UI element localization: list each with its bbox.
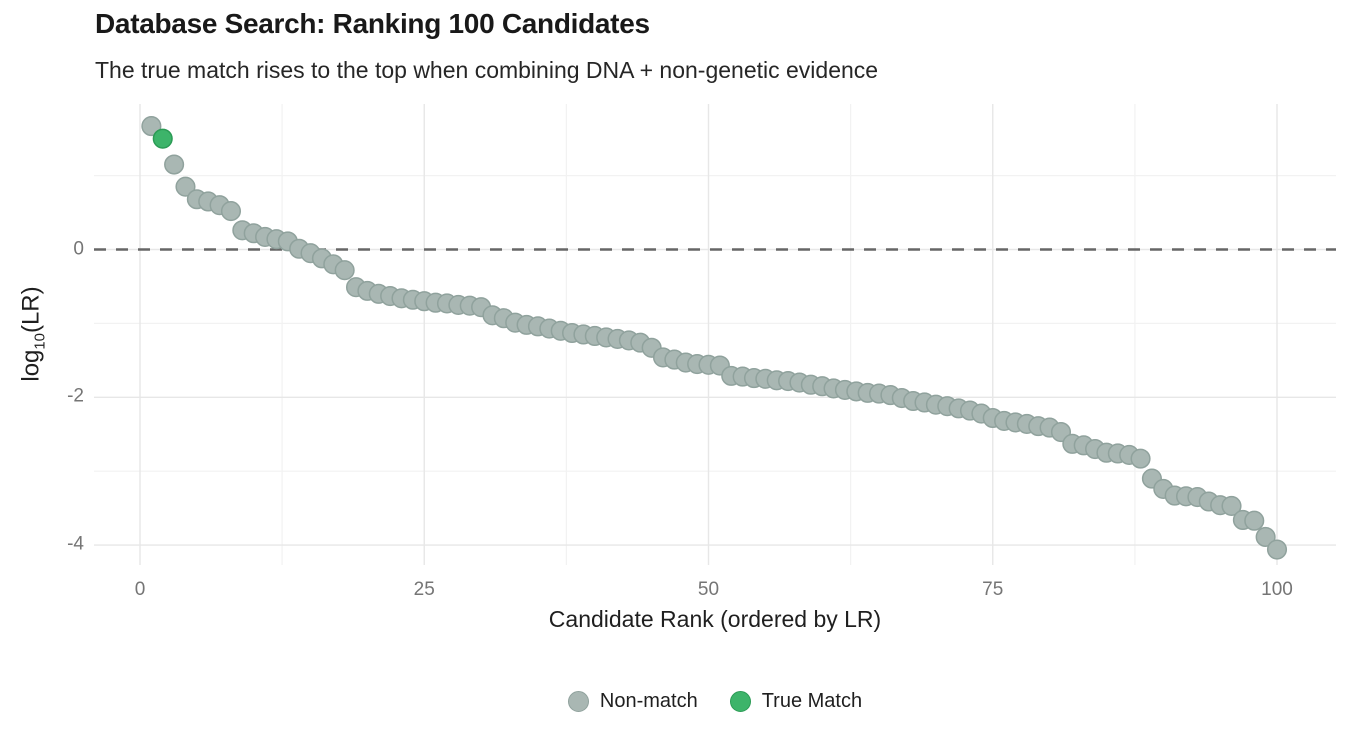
x-tick-label: 0 <box>134 579 146 600</box>
data-point-non-match <box>1130 448 1151 469</box>
data-point-non-match <box>1221 495 1242 516</box>
y-axis-title-sub: 10 <box>32 333 49 350</box>
y-tick-label: 0 <box>73 238 84 260</box>
data-point-non-match <box>175 176 196 197</box>
x-tick-label: 100 <box>1261 579 1293 600</box>
x-tick-label: 50 <box>697 579 720 600</box>
legend-label-non-match: Non-match <box>599 690 698 712</box>
data-point-non-match <box>1255 526 1276 548</box>
true-match-dot-icon <box>729 691 751 712</box>
legend-item-true-match: True Match <box>729 690 863 713</box>
data-point-true-match <box>152 128 173 149</box>
chart-title: Database Search: Ranking 100 Candidates <box>95 8 650 39</box>
y-axis-title-pre: log <box>17 349 45 382</box>
data-point-non-match <box>1244 510 1265 531</box>
y-axis-title-post: (LR) <box>17 286 45 334</box>
data-point-non-match <box>1266 539 1288 560</box>
x-axis-title: Candidate Rank (ordered by LR) <box>548 606 882 632</box>
y-axis-title: log10(LR) <box>18 286 49 381</box>
x-tick-label: 25 <box>413 579 435 600</box>
chart-subtitle: The true match rises to the top when com… <box>95 57 879 83</box>
non-match-dot-icon <box>567 691 589 712</box>
data-point-non-match <box>141 116 162 137</box>
y-tick-label: -2 <box>67 385 84 407</box>
data-point-non-match <box>220 201 242 222</box>
legend-item-non-match: Non-match <box>567 690 698 713</box>
legend-label-true-match: True Match <box>761 690 863 712</box>
data-point-non-match <box>334 260 355 281</box>
y-tick-label: -4 <box>67 533 84 555</box>
x-tick-label: 75 <box>982 579 1004 600</box>
data-point-non-match <box>164 154 185 175</box>
legend: Non-match True Match <box>94 690 1336 713</box>
